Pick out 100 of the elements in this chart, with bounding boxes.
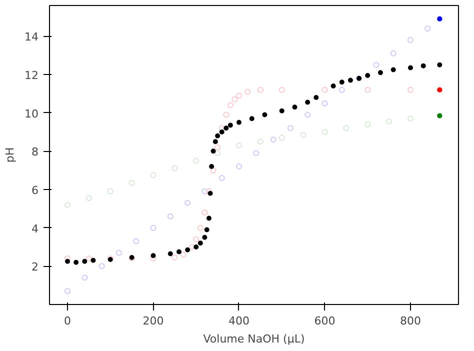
point: [64, 202, 71, 208]
point: [194, 244, 199, 250]
point: [257, 86, 264, 93]
point: [193, 158, 200, 164]
point: [364, 86, 371, 93]
point: [128, 180, 135, 186]
point: [408, 65, 413, 70]
point: [212, 139, 218, 144]
point: [437, 62, 442, 68]
point: [300, 132, 306, 138]
point: [167, 213, 174, 220]
point: [386, 118, 392, 124]
point: [172, 254, 178, 261]
point: [116, 250, 122, 256]
point: [257, 138, 264, 145]
point: [150, 253, 156, 258]
point: [232, 96, 238, 102]
point: [180, 252, 186, 258]
point: [236, 164, 242, 170]
point: [215, 133, 220, 138]
point: [214, 144, 221, 150]
point: [390, 67, 396, 72]
x-axis-title: Volume NaOH (μL): [203, 332, 305, 346]
point: [210, 148, 216, 154]
y-tick-label: 12: [24, 69, 39, 82]
point: [343, 125, 350, 132]
point: [224, 126, 229, 131]
point: [133, 238, 140, 244]
point: [185, 247, 190, 252]
point: [209, 164, 214, 169]
point: [364, 121, 371, 128]
point: [420, 63, 426, 68]
y-tick-label: 6: [32, 184, 38, 197]
point: [82, 274, 88, 281]
point: [279, 108, 284, 114]
point: [339, 80, 344, 85]
point: [407, 37, 414, 43]
point: [150, 172, 156, 178]
point: [218, 175, 225, 181]
point: [244, 88, 251, 95]
point: [82, 258, 88, 264]
point: [292, 104, 298, 110]
y-tick-label: 8: [32, 146, 38, 159]
point: [253, 150, 260, 156]
point: [202, 210, 208, 216]
point: [198, 240, 203, 246]
point: [204, 227, 210, 232]
point: [74, 260, 79, 265]
point: [107, 188, 114, 194]
point: [202, 188, 208, 194]
point: [197, 224, 204, 231]
point: [305, 100, 310, 105]
point: [407, 116, 414, 122]
point: [348, 78, 353, 83]
point: [304, 112, 311, 118]
point: [188, 244, 195, 250]
point: [227, 102, 234, 108]
point: [322, 86, 328, 93]
point: [206, 216, 212, 221]
point: [206, 188, 212, 194]
point: [407, 86, 414, 93]
point: [322, 129, 328, 135]
point: [378, 70, 383, 76]
point: [90, 258, 96, 263]
point: [236, 120, 242, 125]
point: [65, 258, 70, 264]
x-tick-label: 800: [400, 314, 421, 328]
point: [150, 224, 156, 231]
point: [210, 167, 216, 174]
point: [249, 116, 254, 122]
point: [86, 256, 92, 262]
point: [287, 125, 294, 132]
point: [278, 86, 285, 93]
y-tick-label: 10: [24, 107, 39, 120]
point: [262, 112, 268, 118]
point: [176, 249, 182, 254]
point: [214, 150, 221, 156]
y-tick-label: 4: [32, 222, 38, 236]
x-tick-label: 600: [314, 314, 336, 328]
point: [219, 130, 224, 134]
point: [278, 134, 285, 141]
point: [424, 26, 431, 32]
point: [64, 288, 71, 294]
point: [270, 136, 276, 143]
y-axis-title: pH: [4, 147, 17, 163]
point: [314, 95, 319, 100]
x-tick-label: 400: [228, 314, 250, 328]
point: [390, 50, 396, 56]
point: [338, 86, 345, 93]
x-tick-label: 0: [64, 314, 72, 328]
point: [373, 62, 380, 68]
point: [365, 72, 370, 78]
point: [86, 195, 92, 202]
point: [168, 251, 173, 256]
point: [228, 122, 233, 128]
point: [236, 142, 242, 148]
y-tick-label: 2: [32, 260, 38, 274]
point: [223, 112, 230, 118]
y-tick-label: 14: [24, 30, 39, 44]
point: [202, 234, 208, 240]
